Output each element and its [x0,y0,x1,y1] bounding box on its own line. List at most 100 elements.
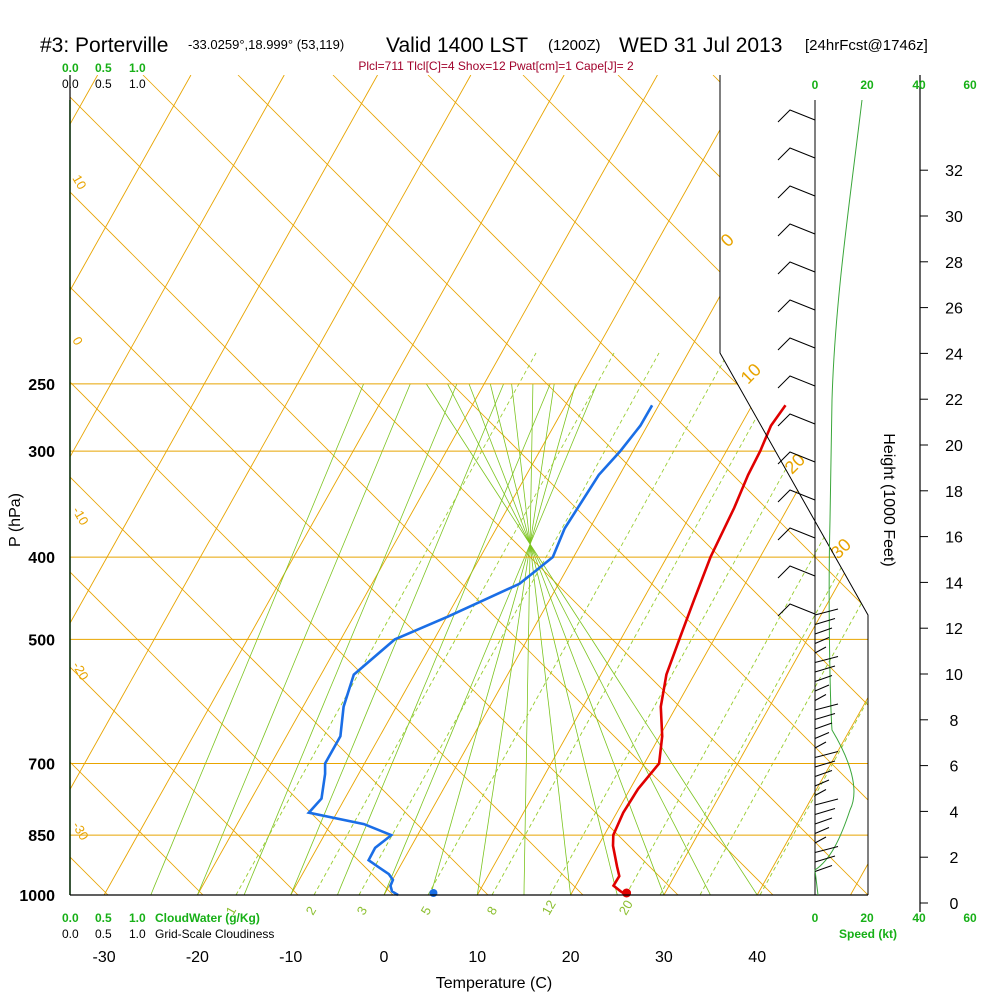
dry-adiabat-line [70,75,679,895]
y-axis-label: P (hPa) [7,493,24,547]
height-tick-label: 0 [950,896,959,913]
wind-barb-low [814,627,833,635]
mixing-ratio-line [699,352,868,895]
wind-barb [777,451,816,465]
speed-ticks-top: 0 20 40 60 [812,78,977,92]
wind-barb-low [814,817,833,825]
x-axis-label: Temperature (C) [436,975,552,992]
height-tick-label: 26 [945,301,963,318]
speed-tick: 0 [812,78,819,92]
moist-adiabat-line [290,383,504,895]
cloudiness-tick: 0.5 [95,927,112,941]
forecast-label: [24hrFcst@1746z] [805,37,928,54]
isotherm-line [70,75,285,895]
temperature-line [611,404,787,897]
cloudiness-scale-top: 0.0 0.5 1.0 [62,77,146,91]
pressure-tick-label: 400 [28,550,55,567]
wind-barb-low [814,865,833,872]
x-tick-label: 30 [655,949,673,966]
height-tick-label: 12 [945,621,963,638]
cloudiness-tick: 1.0 [129,77,146,91]
dry-adiabat-line [332,75,868,895]
mixing-ratio-line [313,352,615,895]
wind-barb-low [814,684,830,692]
x-tick-label: 10 [468,949,486,966]
isotherm-line [383,75,845,895]
wind-barb-low [814,779,830,787]
isotherm-line [103,75,565,895]
height-tick-label: 4 [950,804,959,821]
isotherm-line [756,75,868,895]
height-tick-label: 16 [945,530,963,547]
cloudwater-tick: 0.0 [62,911,79,925]
wind-barb-low [814,665,836,673]
wind-barb-low [814,789,827,796]
moist-adiabat-line [511,383,571,895]
height-tick-label: 20 [945,438,963,455]
mixing-ratio-label: 5 [418,904,435,918]
x-tick-label: -20 [186,949,209,966]
cloudiness-tick: 1.0 [129,927,146,941]
moist-adiabat-line [447,383,711,895]
isotherm-line [850,75,868,895]
cloudwater-scale-top: 0.0 0.5 1.0 [62,61,146,75]
mixing-ratio-line [659,352,868,895]
wind-barb-low [814,656,839,663]
dry-adiabat-line [70,75,868,895]
dry-adiabat-line [70,75,394,895]
wind-barb-low [814,608,839,616]
wind-barb-low [814,855,836,863]
mixing-ratio-line [235,352,537,895]
mixing-ratio-line [625,352,868,895]
wind-barb-low [814,694,827,701]
moist-adiabat-line [425,383,758,895]
speed-tick: 20 [860,911,874,925]
height-tick-label: 22 [945,392,963,409]
moist-adiabat-line [430,383,576,895]
cloudwater-tick: 1.0 [129,911,146,925]
wind-barb [777,489,816,503]
isotherm-label: 10 [69,172,89,192]
valid-time: Valid 1400 LST [386,34,528,57]
height-tick-label: 24 [945,346,963,363]
isotherm-line [70,75,192,895]
sloped-scale-label: 10 [737,360,765,388]
surface-temperature-dot [622,888,632,898]
wind-barb [777,223,816,237]
speed-tick: 60 [963,911,977,925]
moist-adiabat-line [476,383,555,895]
height-tick-label: 2 [950,850,959,867]
plot-right-border [719,75,869,895]
dry-adiabat-line [427,75,868,895]
mixing-ratio-label: 2 [303,904,320,918]
isotherm-label: -20 [69,659,91,683]
wind-barb-low [814,808,836,815]
cloudiness-label: Grid-Scale Cloudiness [155,927,274,941]
wind-barb-low [814,846,839,853]
height-tick-label: 6 [950,759,959,776]
cloudwater-scale-bottom: 0.0 0.5 1.0 CloudWater (g/Kg) [62,911,260,925]
indices-line: Plcl=711 Tlcl[C]=4 Shox=12 Pwat[cm]=1 Ca… [358,59,634,73]
wind-barb [777,413,816,427]
mixing-ratio-line [427,352,729,895]
mixing-ratio-label: 12 [539,897,559,917]
isotherm-line [197,75,658,895]
pressure-tick-label: 1000 [19,888,55,905]
isotherm-label: -10 [69,504,91,528]
mixing-ratio-label: 3 [354,904,371,918]
height-tick-label: 32 [945,163,963,180]
isotherm-line [0,75,4,895]
isotherm-line [290,75,752,895]
pressure-tick-label: 500 [28,632,55,649]
pressure-tick-label: 300 [28,444,55,461]
wind-barb-low [814,827,830,834]
wind-speed-profile [814,99,863,896]
mixing-ratio-label: 20 [616,897,636,917]
height-tick-label: 30 [945,209,963,226]
isotherm-line [70,75,378,895]
isotherm-line [570,75,868,895]
cloudwater-label: CloudWater (g/Kg) [155,911,260,925]
